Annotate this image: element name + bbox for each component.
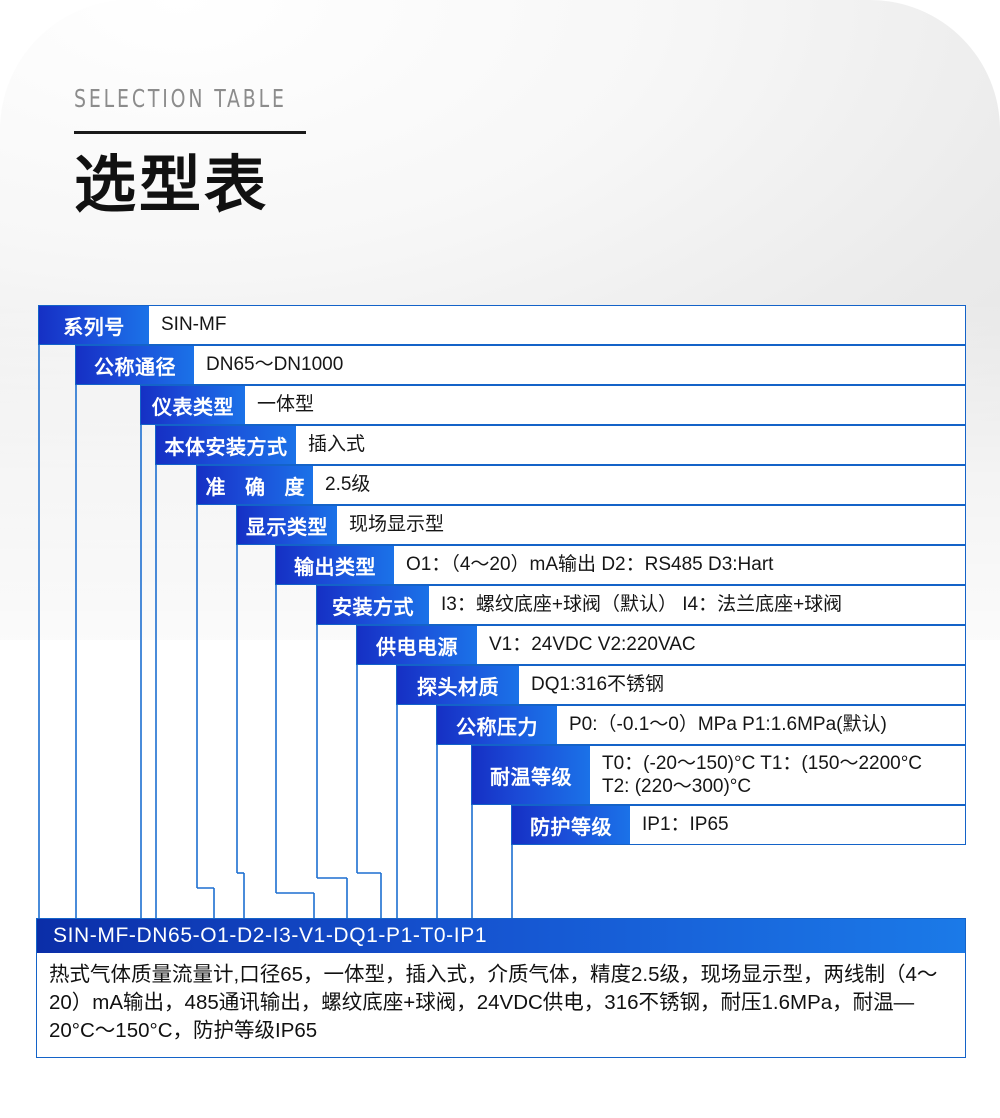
row-label: 耐温等级 — [472, 746, 590, 804]
table-row: 输出类型 O1：（4～20）mA输出 D2：RS485 D3:Hart — [275, 545, 966, 585]
row-value: V1：24VDC V2:220VAC — [477, 626, 965, 664]
summary-description: 热式气体质量流量计,口径65，一体型，插入式，介质气体，精度2.5级，现场显示型… — [49, 963, 938, 1042]
page-header: SELECTION TABLE 选型表 — [74, 86, 594, 220]
table-row: 安装方式 I3：螺纹底座+球阀（默认） I4：法兰底座+球阀 — [316, 585, 966, 625]
page-title: 选型表 — [74, 151, 270, 220]
row-label: 系列号 — [39, 306, 149, 344]
row-label: 仪表类型 — [141, 386, 245, 424]
row-value: O1：（4～20）mA输出 D2：RS485 D3:Hart — [394, 546, 965, 584]
row-label: 本体安装方式 — [156, 426, 296, 464]
table-row: 供电电源 V1：24VDC V2:220VAC — [356, 625, 966, 665]
row-label: 安装方式 — [317, 586, 429, 624]
table-row: 防护等级 IP1：IP65 — [511, 805, 966, 845]
table-row: 探头材质 DQ1:316不锈钢 — [396, 665, 966, 705]
row-label: 探头材质 — [397, 666, 519, 704]
table-row: 准 确 度 2.5级 — [196, 465, 966, 505]
table-row: 公称压力 P0:（-0.1～0）MPa P1:1.6MPa(默认) — [436, 705, 966, 745]
row-label: 输出类型 — [276, 546, 394, 584]
row-value: P0:（-0.1～0）MPa P1:1.6MPa(默认) — [557, 706, 965, 744]
row-label: 准 确 度 — [197, 466, 313, 504]
summary-model-code: SIN-MF-DN65-O1-D2-I3-V1-DQ1-P1-T0-IP1 — [37, 919, 965, 953]
row-value: 现场显示型 — [337, 506, 965, 544]
table-row: 显示类型 现场显示型 — [236, 505, 966, 545]
table-row: 系列号 SIN-MF — [38, 305, 966, 345]
row-value: T0：(-20～150)°C T1：(150～2200°C T2: (220～3… — [590, 746, 965, 804]
page-eyebrow: SELECTION TABLE — [74, 84, 287, 113]
table-row: 仪表类型 一体型 — [140, 385, 966, 425]
row-value: DQ1:316不锈钢 — [519, 666, 965, 704]
row-value: SIN-MF — [149, 306, 965, 344]
row-value: DN65～DN1000 — [194, 346, 965, 384]
row-value: 2.5级 — [313, 466, 965, 504]
table-row: 本体安装方式 插入式 — [155, 425, 966, 465]
row-label: 供电电源 — [357, 626, 477, 664]
header-divider — [74, 131, 306, 134]
table-row: 公称通径 DN65～DN1000 — [75, 345, 966, 385]
row-value: I3：螺纹底座+球阀（默认） I4：法兰底座+球阀 — [429, 586, 965, 624]
row-value: IP1：IP65 — [630, 806, 965, 844]
row-label: 显示类型 — [237, 506, 337, 544]
row-value: 插入式 — [296, 426, 965, 464]
row-value: 一体型 — [245, 386, 965, 424]
table-row: 耐温等级 T0：(-20～150)°C T1：(150～2200°C T2: (2… — [471, 745, 966, 805]
summary-box: SIN-MF-DN65-O1-D2-I3-V1-DQ1-P1-T0-IP1 热式… — [36, 918, 966, 1058]
row-label: 公称通径 — [76, 346, 194, 384]
row-label: 防护等级 — [512, 806, 630, 844]
row-label: 公称压力 — [437, 706, 557, 744]
